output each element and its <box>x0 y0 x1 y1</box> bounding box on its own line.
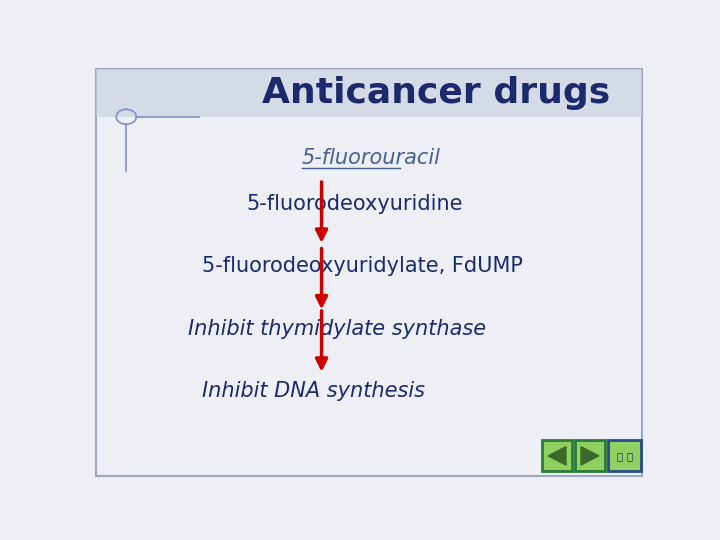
Text: 5-fluorouracil: 5-fluorouracil <box>302 148 441 168</box>
Bar <box>608 440 642 471</box>
Bar <box>542 440 572 471</box>
Polygon shape <box>581 447 599 465</box>
Polygon shape <box>548 447 566 465</box>
Text: 目 録: 目 録 <box>616 451 633 461</box>
Bar <box>96 69 642 117</box>
Text: 5-fluorodeoxyuridylate, FdUMP: 5-fluorodeoxyuridylate, FdUMP <box>202 256 523 276</box>
Text: Inhibit thymidylate synthase: Inhibit thymidylate synthase <box>188 319 486 339</box>
Text: Inhibit DNA synthesis: Inhibit DNA synthesis <box>202 381 425 401</box>
Text: Anticancer drugs: Anticancer drugs <box>262 76 610 110</box>
Text: 5-fluorodeoxyuridine: 5-fluorodeoxyuridine <box>246 194 463 214</box>
Bar <box>575 440 605 471</box>
